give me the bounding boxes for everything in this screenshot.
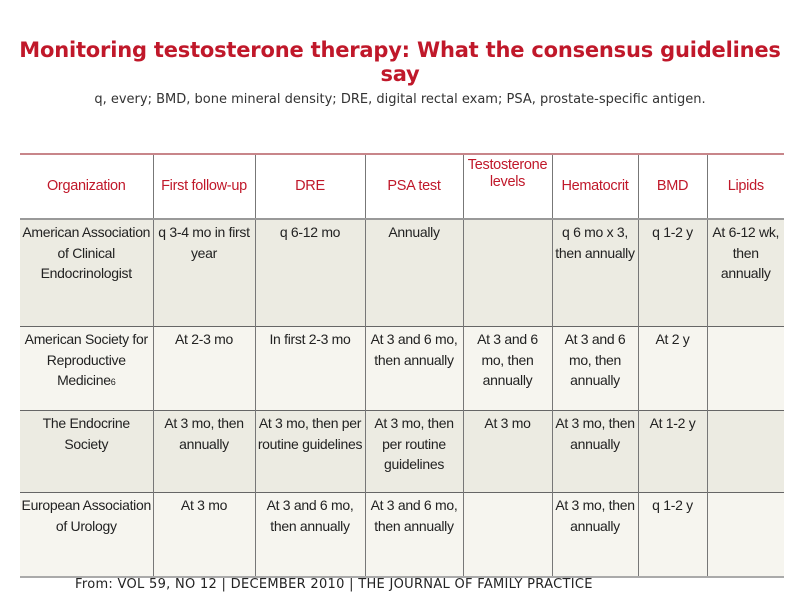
table-cell: At 6-12 wk, then annually [706,218,784,327]
col-header: Organization [20,153,153,220]
table-cell: In first 2-3 mo [254,326,365,411]
col-header: Testosterone levels [462,153,552,220]
table-cell: At 3 mo [462,410,552,493]
table-cell: q 3-4 mo in first year [152,218,255,327]
table-cell: Annually [364,218,463,327]
table-cell: At 3 mo, then annually [551,492,638,578]
organization-cell: American Society for Reproductive Medici… [20,326,153,411]
col-header: Lipids [706,153,784,220]
table-cell [462,218,552,327]
table-cell: q 1-2 y [637,218,707,327]
table-cell: q 6-12 mo [254,218,365,327]
organization-cell: The Endocrine Society [20,410,153,493]
table-cell [706,410,784,493]
source-footer: From: VOL 59, NO 12 | DECEMBER 2010 | TH… [75,577,593,592]
header-row: Organization First follow-up DRE PSA tes… [20,153,784,220]
table-cell: q 6 mo x 3, then annually [551,218,638,327]
organization-cell: European Association of Urology [20,492,153,578]
col-header: First follow-up [152,153,255,220]
table-cell: At 3 and 6 mo, then annually [462,326,552,411]
col-header: DRE [254,153,365,220]
col-header: BMD [637,153,707,220]
table-cell: At 3 and 6 mo, then annually [364,492,463,578]
table-row: American Society for Reproductive Medici… [20,326,784,411]
table-cell: At 1-2 y [637,410,707,493]
guidelines-table: Organization First follow-up DRE PSA tes… [20,153,784,578]
table-cell: At 3 mo, then annually [152,410,255,493]
organization-cell: American Association of Clinical Endocri… [20,218,153,327]
table-cell: At 3 and 6 mo, then annually [254,492,365,578]
table-cell: At 3 mo, then annually [551,410,638,493]
table-cell: q 1-2 y [637,492,707,578]
table-cell: At 3 mo, then per routine guidelines [364,410,463,493]
table-cell: At 3 and 6 mo, then annually [551,326,638,411]
table-cell: At 3 mo, then per routine guidelines [254,410,365,493]
col-header: PSA test [364,153,463,220]
table-row: European Association of Urology At 3 mo At… [20,492,784,578]
footnote-marker: 6 [110,377,116,387]
page-title: Monitoring testosterone therapy: What th… [19,38,781,86]
table-cell [706,492,784,578]
abbreviations-note: q, every; BMD, bone mineral density; DRE… [94,92,706,107]
table-row: American Association of Clinical Endocri… [20,218,784,327]
table-cell [462,492,552,578]
table-row: The Endocrine Society At 3 mo, then annua… [20,410,784,493]
col-header: Hematocrit [551,153,638,220]
table-cell: At 2 y [637,326,707,411]
table-cell: At 3 mo [152,492,255,578]
table-cell: At 3 and 6 mo, then annually [364,326,463,411]
table-cell: At 2-3 mo [152,326,255,411]
table-cell [706,326,784,411]
